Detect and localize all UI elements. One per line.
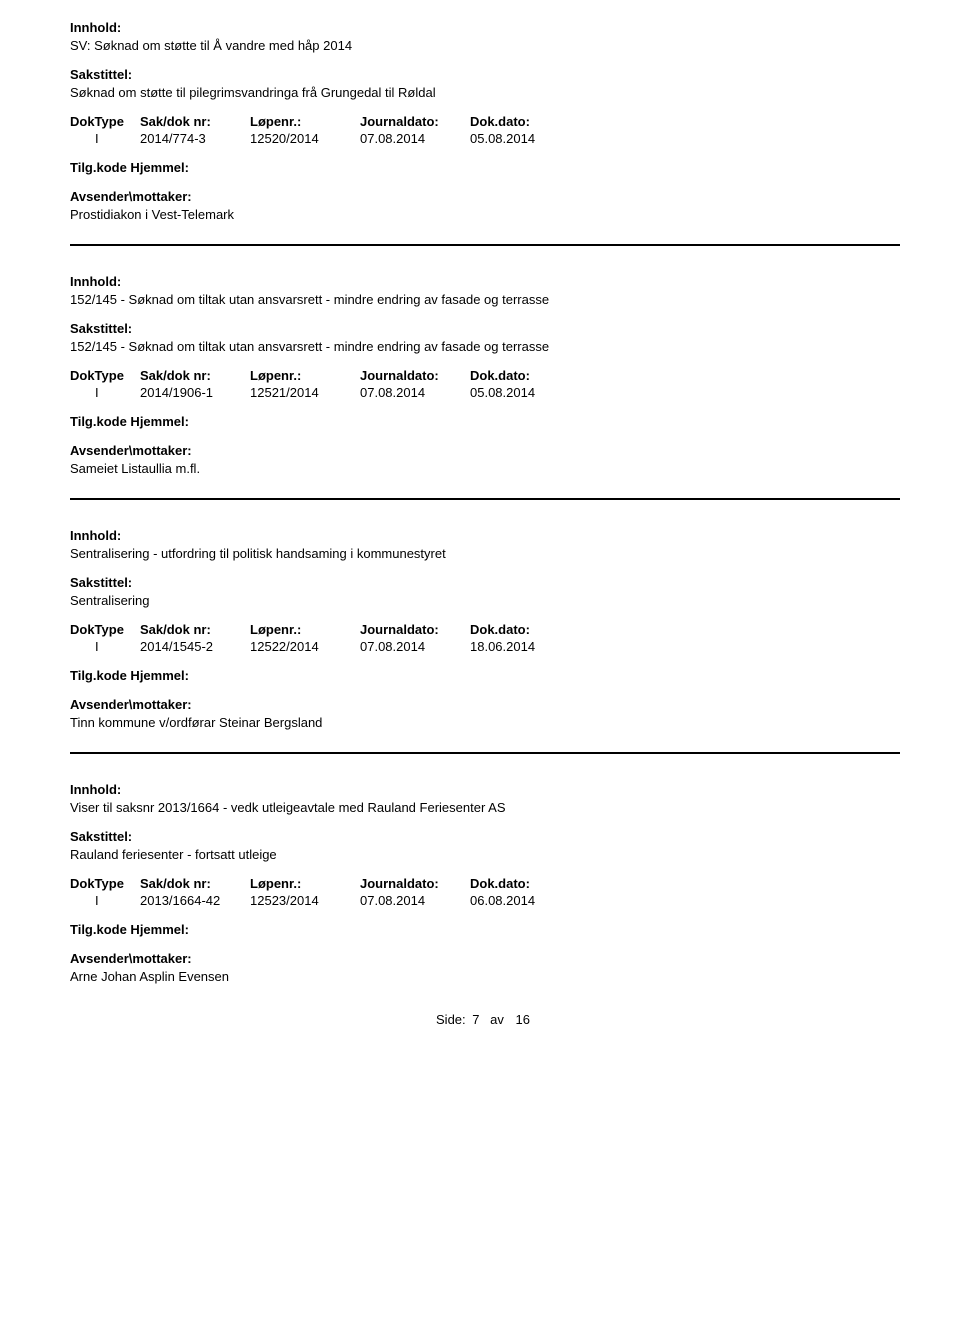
doktype-header: DokType xyxy=(70,622,140,637)
journaldato-header: Journaldato: xyxy=(360,622,470,637)
journal-record: Innhold: 152/145 - Søknad om tiltak utan… xyxy=(70,274,900,500)
record-divider xyxy=(70,752,900,754)
avsender-label: Avsender\mottaker: xyxy=(70,189,900,204)
page-footer: Side: 7 av 16 xyxy=(70,1012,900,1027)
footer-av: av xyxy=(490,1012,504,1027)
data-row: I 2013/1664-42 12523/2014 07.08.2014 06.… xyxy=(70,893,900,908)
dokdato-header: Dok.dato: xyxy=(470,876,580,891)
sakstittel-value: Sentralisering xyxy=(70,593,900,608)
innhold-value: Sentralisering - utfordring til politisk… xyxy=(70,546,900,561)
avsender-value: Tinn kommune v/ordførar Steinar Bergslan… xyxy=(70,715,900,730)
dokdato-header: Dok.dato: xyxy=(470,622,580,637)
data-row: I 2014/1906-1 12521/2014 07.08.2014 05.0… xyxy=(70,385,900,400)
avsender-value: Arne Johan Asplin Evensen xyxy=(70,969,900,984)
journaldato-value: 07.08.2014 xyxy=(360,385,470,400)
sakstittel-label: Sakstittel: xyxy=(70,829,900,844)
saknr-value: 2013/1664-42 xyxy=(140,893,250,908)
doktype-header: DokType xyxy=(70,876,140,891)
dokdato-value: 06.08.2014 xyxy=(470,893,580,908)
avsender-label: Avsender\mottaker: xyxy=(70,951,900,966)
record-divider xyxy=(70,244,900,246)
journal-record: Innhold: Sentralisering - utfordring til… xyxy=(70,528,900,754)
doktype-value: I xyxy=(70,639,140,654)
column-headers: DokType Sak/dok nr: Løpenr.: Journaldato… xyxy=(70,876,900,891)
lopenr-header: Løpenr.: xyxy=(250,622,360,637)
dokdato-header: Dok.dato: xyxy=(470,114,580,129)
journal-record: Innhold: SV: Søknad om støtte til Å vand… xyxy=(70,20,900,246)
footer-label: Side: xyxy=(436,1012,466,1027)
innhold-label: Innhold: xyxy=(70,274,900,289)
innhold-label: Innhold: xyxy=(70,528,900,543)
avsender-label: Avsender\mottaker: xyxy=(70,443,900,458)
sakstittel-label: Sakstittel: xyxy=(70,321,900,336)
sakstittel-label: Sakstittel: xyxy=(70,67,900,82)
dokdato-value: 05.08.2014 xyxy=(470,385,580,400)
journal-record: Innhold: Viser til saksnr 2013/1664 - ve… xyxy=(70,782,900,984)
innhold-value: Viser til saksnr 2013/1664 - vedk utleig… xyxy=(70,800,900,815)
saknr-value: 2014/1545-2 xyxy=(140,639,250,654)
dokdato-value: 18.06.2014 xyxy=(470,639,580,654)
dokdato-value: 05.08.2014 xyxy=(470,131,580,146)
footer-page: 7 xyxy=(472,1012,479,1027)
doktype-header: DokType xyxy=(70,368,140,383)
lopenr-header: Løpenr.: xyxy=(250,876,360,891)
tilgkode-label: Tilg.kode Hjemmel: xyxy=(70,160,900,175)
doktype-value: I xyxy=(70,893,140,908)
lopenr-value: 12520/2014 xyxy=(250,131,360,146)
tilgkode-label: Tilg.kode Hjemmel: xyxy=(70,668,900,683)
journaldato-header: Journaldato: xyxy=(360,368,470,383)
innhold-label: Innhold: xyxy=(70,20,900,35)
innhold-value: SV: Søknad om støtte til Å vandre med hå… xyxy=(70,38,900,53)
innhold-value: 152/145 - Søknad om tiltak utan ansvarsr… xyxy=(70,292,900,307)
dokdato-header: Dok.dato: xyxy=(470,368,580,383)
doktype-value: I xyxy=(70,385,140,400)
saknr-value: 2014/1906-1 xyxy=(140,385,250,400)
column-headers: DokType Sak/dok nr: Løpenr.: Journaldato… xyxy=(70,368,900,383)
column-headers: DokType Sak/dok nr: Løpenr.: Journaldato… xyxy=(70,622,900,637)
journaldato-value: 07.08.2014 xyxy=(360,893,470,908)
tilgkode-label: Tilg.kode Hjemmel: xyxy=(70,922,900,937)
sakstittel-label: Sakstittel: xyxy=(70,575,900,590)
lopenr-value: 12523/2014 xyxy=(250,893,360,908)
journaldato-header: Journaldato: xyxy=(360,876,470,891)
data-row: I 2014/1545-2 12522/2014 07.08.2014 18.0… xyxy=(70,639,900,654)
saknr-header: Sak/dok nr: xyxy=(140,114,250,129)
avsender-value: Sameiet Listaullia m.fl. xyxy=(70,461,900,476)
innhold-label: Innhold: xyxy=(70,782,900,797)
tilgkode-label: Tilg.kode Hjemmel: xyxy=(70,414,900,429)
avsender-value: Prostidiakon i Vest-Telemark xyxy=(70,207,900,222)
sakstittel-value: Rauland feriesenter - fortsatt utleige xyxy=(70,847,900,862)
journaldato-value: 07.08.2014 xyxy=(360,639,470,654)
saknr-header: Sak/dok nr: xyxy=(140,368,250,383)
footer-total: 16 xyxy=(516,1012,530,1027)
data-row: I 2014/774-3 12520/2014 07.08.2014 05.08… xyxy=(70,131,900,146)
sakstittel-value: Søknad om støtte til pilegrimsvandringa … xyxy=(70,85,900,100)
doktype-value: I xyxy=(70,131,140,146)
lopenr-header: Løpenr.: xyxy=(250,368,360,383)
column-headers: DokType Sak/dok nr: Løpenr.: Journaldato… xyxy=(70,114,900,129)
journaldato-header: Journaldato: xyxy=(360,114,470,129)
journaldato-value: 07.08.2014 xyxy=(360,131,470,146)
sakstittel-value: 152/145 - Søknad om tiltak utan ansvarsr… xyxy=(70,339,900,354)
record-divider xyxy=(70,498,900,500)
lopenr-value: 12521/2014 xyxy=(250,385,360,400)
avsender-label: Avsender\mottaker: xyxy=(70,697,900,712)
saknr-value: 2014/774-3 xyxy=(140,131,250,146)
saknr-header: Sak/dok nr: xyxy=(140,622,250,637)
lopenr-value: 12522/2014 xyxy=(250,639,360,654)
lopenr-header: Løpenr.: xyxy=(250,114,360,129)
doktype-header: DokType xyxy=(70,114,140,129)
saknr-header: Sak/dok nr: xyxy=(140,876,250,891)
